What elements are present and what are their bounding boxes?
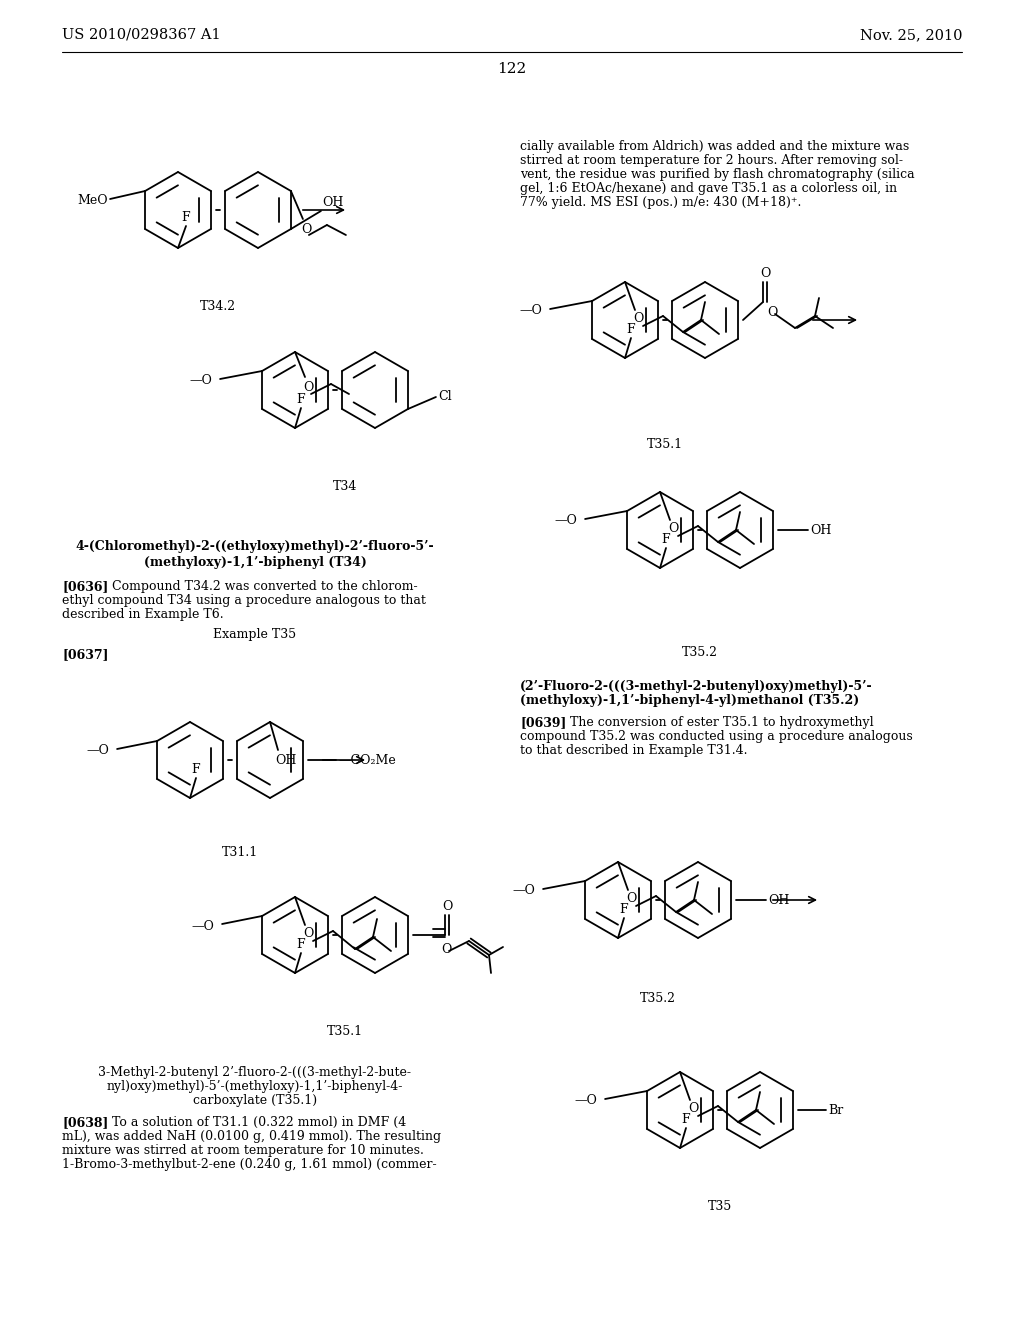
- Text: OH: OH: [768, 894, 790, 907]
- Text: O: O: [441, 900, 453, 913]
- Text: To a solution of T31.1 (0.322 mmol) in DMF (4: To a solution of T31.1 (0.322 mmol) in D…: [104, 1115, 407, 1129]
- Text: —O: —O: [512, 884, 536, 898]
- Text: US 2010/0298367 A1: US 2010/0298367 A1: [62, 28, 220, 42]
- Text: (methyloxy)-1,1’-biphenyl-4-yl)methanol (T35.2): (methyloxy)-1,1’-biphenyl-4-yl)methanol …: [520, 694, 859, 708]
- Text: O: O: [441, 942, 452, 956]
- Text: O: O: [303, 927, 313, 940]
- Text: O: O: [303, 381, 313, 393]
- Text: T35: T35: [708, 1200, 732, 1213]
- Text: OH: OH: [322, 195, 343, 209]
- Text: MeO: MeO: [78, 194, 109, 207]
- Text: 122: 122: [498, 62, 526, 77]
- Text: O: O: [767, 306, 777, 319]
- Text: gel, 1:6 EtOAc/hexane) and gave T35.1 as a colorless oil, in: gel, 1:6 EtOAc/hexane) and gave T35.1 as…: [520, 182, 897, 195]
- Text: mL), was added NaH (0.0100 g, 0.419 mmol). The resulting: mL), was added NaH (0.0100 g, 0.419 mmol…: [62, 1130, 441, 1143]
- Text: nyl)oxy)methyl)-5’-(methyloxy)-1,1’-biphenyl-4-: nyl)oxy)methyl)-5’-(methyloxy)-1,1’-biph…: [106, 1080, 403, 1093]
- Text: (methyloxy)-1,1’-biphenyl (T34): (methyloxy)-1,1’-biphenyl (T34): [143, 556, 367, 569]
- Text: T34: T34: [333, 480, 357, 492]
- Text: T35.1: T35.1: [327, 1026, 364, 1038]
- Text: O: O: [688, 1102, 698, 1115]
- Text: O: O: [633, 312, 643, 325]
- Text: F: F: [662, 533, 671, 546]
- Text: F: F: [620, 903, 629, 916]
- Text: —O: —O: [86, 744, 110, 758]
- Text: F: F: [191, 763, 201, 776]
- Text: T31.1: T31.1: [222, 846, 258, 859]
- Text: [0636]: [0636]: [62, 579, 109, 593]
- Text: The conversion of ester T35.1 to hydroxymethyl: The conversion of ester T35.1 to hydroxy…: [562, 715, 873, 729]
- Text: —CO₂Me: —CO₂Me: [338, 754, 395, 767]
- Text: described in Example T6.: described in Example T6.: [62, 609, 223, 620]
- Text: (2’-Fluoro-2-(((3-methyl-2-butenyl)oxy)methyl)-5’-: (2’-Fluoro-2-(((3-methyl-2-butenyl)oxy)m…: [520, 680, 872, 693]
- Text: 3-Methyl-2-butenyl 2’-fluoro-2-(((3-methyl-2-bute-: 3-Methyl-2-butenyl 2’-fluoro-2-(((3-meth…: [98, 1067, 412, 1078]
- Text: Example T35: Example T35: [213, 628, 297, 642]
- Text: [0639]: [0639]: [520, 715, 566, 729]
- Text: mixture was stirred at room temperature for 10 minutes.: mixture was stirred at room temperature …: [62, 1144, 424, 1158]
- Text: T34.2: T34.2: [200, 300, 237, 313]
- Text: —O: —O: [574, 1094, 597, 1107]
- Text: Br: Br: [828, 1104, 843, 1117]
- Text: —O: —O: [519, 305, 542, 318]
- Text: —O: —O: [189, 375, 212, 388]
- Text: —O: —O: [191, 920, 214, 932]
- Text: cially available from Aldrich) was added and the mixture was: cially available from Aldrich) was added…: [520, 140, 909, 153]
- Text: Compound T34.2 was converted to the chlorom-: Compound T34.2 was converted to the chlo…: [104, 579, 418, 593]
- Text: O: O: [626, 892, 636, 906]
- Text: compound T35.2 was conducted using a procedure analogous: compound T35.2 was conducted using a pro…: [520, 730, 912, 743]
- Text: —O: —O: [554, 515, 578, 528]
- Text: OH: OH: [275, 754, 296, 767]
- Text: carboxylate (T35.1): carboxylate (T35.1): [193, 1094, 317, 1107]
- Text: F: F: [297, 393, 305, 407]
- Text: [0637]: [0637]: [62, 648, 109, 661]
- Text: 4-(Chloromethyl)-2-((ethyloxy)methyl)-2’-fluoro-5’-: 4-(Chloromethyl)-2-((ethyloxy)methyl)-2’…: [76, 540, 434, 553]
- Text: F: F: [181, 211, 190, 224]
- Text: O: O: [668, 521, 678, 535]
- Text: T35.1: T35.1: [647, 438, 683, 451]
- Text: T35.2: T35.2: [682, 645, 718, 659]
- Text: Cl: Cl: [438, 389, 452, 403]
- Text: to that described in Example T31.4.: to that described in Example T31.4.: [520, 744, 748, 756]
- Text: [0638]: [0638]: [62, 1115, 109, 1129]
- Text: 1-Bromo-3-methylbut-2-ene (0.240 g, 1.61 mmol) (commer-: 1-Bromo-3-methylbut-2-ene (0.240 g, 1.61…: [62, 1158, 436, 1171]
- Text: ethyl compound T34 using a procedure analogous to that: ethyl compound T34 using a procedure ana…: [62, 594, 426, 607]
- Text: T35.2: T35.2: [640, 993, 676, 1005]
- Text: F: F: [682, 1113, 690, 1126]
- Text: O: O: [760, 267, 770, 280]
- Text: F: F: [297, 939, 305, 950]
- Text: OH: OH: [810, 524, 831, 536]
- Text: Nov. 25, 2010: Nov. 25, 2010: [859, 28, 962, 42]
- Text: 77% yield. MS ESI (pos.) m/e: 430 (M+18)⁺.: 77% yield. MS ESI (pos.) m/e: 430 (M+18)…: [520, 195, 802, 209]
- Text: stirred at room temperature for 2 hours. After removing sol-: stirred at room temperature for 2 hours.…: [520, 154, 903, 168]
- Text: F: F: [627, 323, 635, 337]
- Text: O: O: [301, 223, 311, 236]
- Text: vent, the residue was purified by flash chromatography (silica: vent, the residue was purified by flash …: [520, 168, 914, 181]
